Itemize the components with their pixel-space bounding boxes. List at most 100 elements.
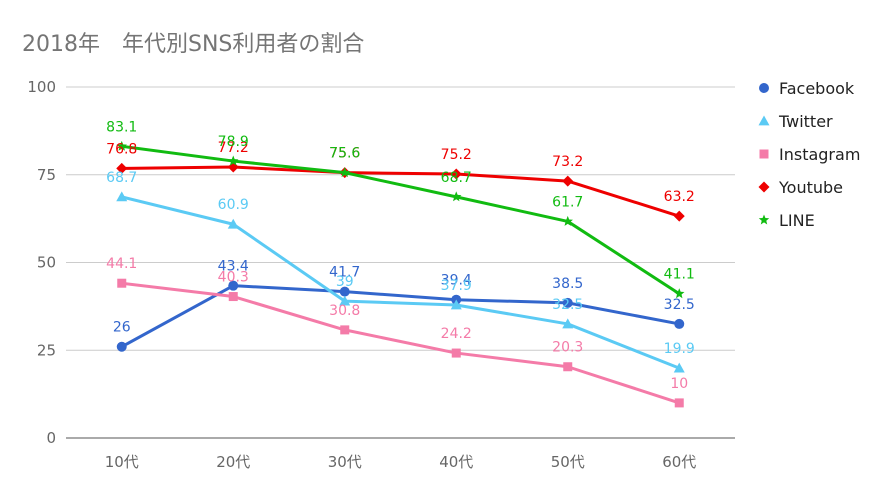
x-tick-label: 10代: [105, 453, 139, 471]
data-label-youtube: 63.2: [664, 189, 695, 205]
legend-label-instagram: Instagram: [779, 145, 860, 164]
data-point-facebook: [116, 341, 127, 352]
series-line-facebook: [121, 284, 680, 349]
chart-title: 2018年 年代別SNS利用者の割合: [22, 32, 364, 57]
data-label-instagram: 44.1: [106, 256, 137, 272]
y-tick-label: 50: [37, 254, 56, 272]
data-label-line: 78.9: [218, 134, 249, 150]
data-label-facebook: 43.4: [218, 259, 249, 275]
data-label-facebook: 32.5: [664, 297, 695, 313]
data-label-line: 83.1: [106, 119, 137, 135]
data-label-youtube: 76.8: [106, 141, 137, 157]
data-label-facebook: 38.5: [552, 276, 583, 292]
data-point-facebook: [562, 297, 573, 308]
data-label-youtube: 77.2: [218, 140, 249, 156]
data-label-line: 61.7: [552, 194, 583, 210]
data-point-instagram: [340, 325, 350, 335]
data-label-twitter: 19.9: [664, 341, 695, 357]
series-line-instagram: [121, 281, 680, 405]
data-label-instagram: 30.8: [329, 303, 360, 319]
data-label-twitter: 37.9: [441, 278, 472, 294]
data-label-youtube: 73.2: [552, 154, 583, 170]
data-point-twitter: [116, 191, 128, 202]
legend-label-line: LINE: [779, 211, 815, 230]
series-line: [116, 140, 685, 299]
legend-item-twitter: Twitter: [758, 112, 833, 131]
data-point-instagram: [451, 348, 461, 358]
data-label-line: 41.1: [664, 267, 695, 283]
x-tick-label: 30代: [328, 453, 362, 471]
data-point-line: [674, 288, 685, 299]
data-point-twitter: [450, 299, 462, 310]
data-label-instagram: 40.3: [218, 270, 249, 286]
legend-item-youtube: Youtube: [758, 178, 843, 197]
data-point-twitter: [227, 218, 239, 229]
data-label-instagram: 20.3: [552, 340, 583, 356]
data-label-instagram: 10: [670, 376, 688, 392]
data-label-youtube: 75.6: [329, 146, 360, 162]
data-point-twitter: [562, 318, 574, 329]
y-tick-label: 0: [46, 429, 56, 447]
data-point-line: [339, 167, 350, 178]
data-point-line: [116, 140, 127, 151]
data-point-instagram: [674, 398, 684, 408]
legend-marker-line: [758, 214, 770, 225]
data-point-instagram: [117, 278, 127, 288]
data-point-line: [228, 155, 239, 166]
data-label-instagram: 24.2: [441, 326, 472, 342]
y-tick-label: 75: [37, 166, 56, 184]
legend-label-facebook: Facebook: [779, 79, 855, 98]
series-line-line: [121, 144, 681, 295]
data-point-facebook: [228, 280, 239, 291]
data-point-twitter: [673, 362, 685, 373]
y-tick-label: 100: [27, 78, 56, 96]
legend-item-instagram: Instagram: [759, 145, 860, 164]
data-point-line: [451, 191, 462, 202]
grid-lines: [66, 86, 735, 439]
x-tick-label: 60代: [662, 453, 696, 471]
legend-label-twitter: Twitter: [778, 112, 833, 131]
data-label-facebook: 26: [113, 320, 131, 336]
data-label-line: 75.6: [329, 146, 360, 162]
legend-item-line: LINE: [758, 211, 815, 230]
data-point-facebook: [674, 318, 685, 329]
axis-labels: 0 25 50 75 100 10代 20代 30代 40代 50代 60代: [27, 78, 696, 471]
data-point-instagram: [563, 362, 573, 372]
series-line-twitter: [121, 195, 680, 370]
data-point-youtube: [562, 175, 574, 187]
data-label-facebook: 39.4: [441, 273, 472, 289]
data-point-youtube: [450, 168, 462, 180]
data-label-facebook: 41.7: [329, 265, 360, 281]
legend-marker-instagram: [759, 149, 769, 159]
data-labels: 26 43.4 41.7 39.4 38.5 32.5 68.7 60.9 39 37.9 32.5…: [106, 119, 695, 392]
y-tick-label: 25: [37, 341, 56, 359]
x-tick-label: 50代: [551, 453, 585, 471]
legend-label-youtube: Youtube: [778, 178, 843, 197]
data-label-twitter: 32.5: [552, 297, 583, 313]
data-label-twitter: 68.7: [106, 170, 137, 186]
data-point-twitter: [339, 295, 351, 306]
series-youtube: [116, 161, 685, 222]
legend-marker-facebook: [759, 83, 769, 93]
x-tick-label: 40代: [439, 453, 473, 471]
data-point-facebook: [339, 286, 350, 297]
data-point-line: [562, 215, 573, 226]
data-point-youtube: [116, 162, 128, 174]
data-label-twitter: 60.9: [218, 197, 249, 213]
series-lines: [116, 140, 685, 408]
series-twitter: [116, 191, 685, 373]
legend: Facebook Twitter Instagram Youtube LINE: [758, 79, 860, 230]
data-label-youtube: 75.2: [441, 147, 472, 163]
series-line-youtube: [121, 165, 680, 218]
legend-marker-twitter: [758, 115, 770, 126]
data-point-youtube: [673, 210, 685, 222]
legend-item-facebook: Facebook: [759, 79, 855, 98]
data-point-instagram: [228, 292, 238, 302]
data-label-twitter: 39: [336, 274, 354, 290]
legend-marker-youtube: [758, 181, 770, 193]
data-label-line: 68.7: [441, 170, 472, 186]
series-instagram: [117, 278, 684, 408]
x-tick-label: 20代: [216, 453, 250, 471]
